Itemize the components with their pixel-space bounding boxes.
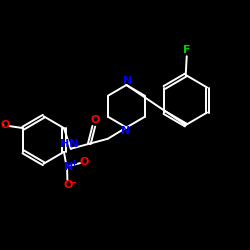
Text: O: O [90, 115, 100, 125]
Text: N: N [123, 76, 132, 86]
Text: O: O [80, 158, 89, 168]
Text: O: O [64, 180, 73, 190]
Text: +: + [70, 158, 77, 168]
Text: N: N [64, 162, 73, 172]
Text: −: − [69, 178, 77, 188]
Text: F: F [184, 45, 191, 55]
Text: N: N [120, 126, 130, 136]
Text: HN: HN [60, 139, 79, 149]
Text: O: O [0, 120, 10, 130]
